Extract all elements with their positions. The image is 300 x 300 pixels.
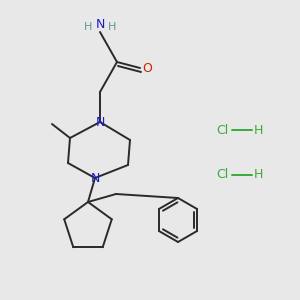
Text: N: N bbox=[95, 17, 105, 31]
Text: H: H bbox=[108, 22, 116, 32]
Text: Cl: Cl bbox=[216, 124, 228, 136]
Text: Cl: Cl bbox=[216, 169, 228, 182]
Text: H: H bbox=[84, 22, 92, 32]
Text: H: H bbox=[253, 124, 263, 136]
Text: N: N bbox=[90, 172, 100, 184]
Text: N: N bbox=[95, 116, 105, 128]
Text: H: H bbox=[253, 169, 263, 182]
Text: O: O bbox=[142, 62, 152, 76]
